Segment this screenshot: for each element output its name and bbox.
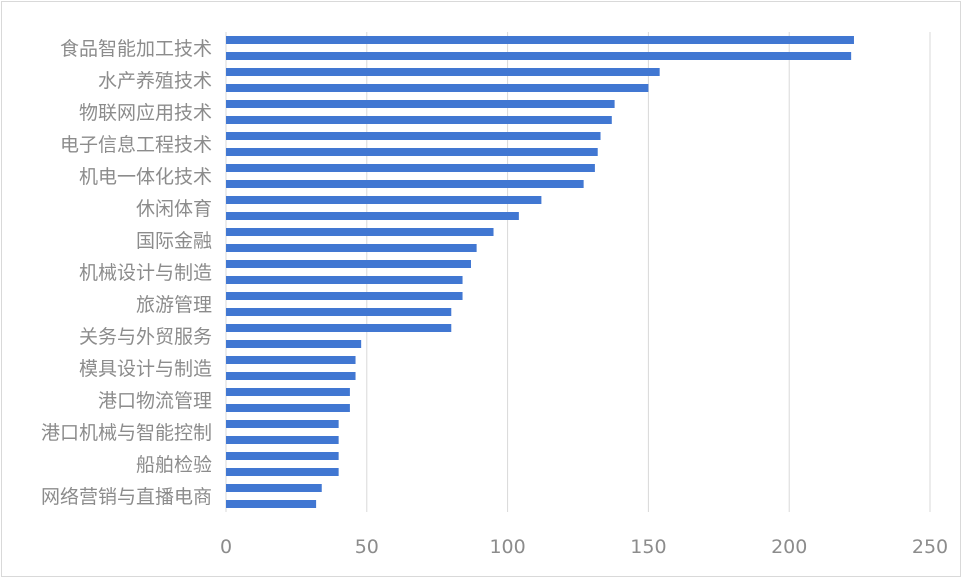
bar <box>226 452 339 460</box>
category-label: 模具设计与制造 <box>79 358 212 380</box>
bar <box>226 196 542 204</box>
bar <box>226 68 660 76</box>
bar <box>226 276 463 284</box>
gridlines <box>225 32 931 512</box>
category-label: 电子信息工程技术 <box>60 134 212 156</box>
bar <box>226 260 471 268</box>
x-tick-label: 200 <box>771 536 807 558</box>
category-label: 港口机械与智能控制 <box>41 422 212 444</box>
bar <box>226 212 519 220</box>
bar <box>226 468 339 476</box>
bar <box>226 292 463 300</box>
bar <box>226 500 317 508</box>
bar <box>226 420 339 428</box>
bar <box>226 228 494 236</box>
category-label: 网络营销与直播电商 <box>41 486 212 508</box>
x-axis-tick-labels: 0 50 100 150 200 250 <box>220 536 948 558</box>
bar <box>226 388 350 396</box>
bar <box>226 148 598 156</box>
category-label: 休闲体育 <box>136 198 212 220</box>
bar <box>226 84 649 92</box>
bar <box>226 116 612 124</box>
y-axis-category-labels: 食品智能加工技术水产养殖技术物联网应用技术电子信息工程技术机电一体化技术休闲体育… <box>41 38 212 508</box>
category-label: 港口物流管理 <box>98 390 212 412</box>
x-tick-label: 50 <box>355 536 379 558</box>
bar <box>226 484 322 492</box>
bar <box>226 100 615 108</box>
category-label: 船舶检验 <box>136 454 212 476</box>
bar <box>226 324 452 332</box>
bar <box>226 180 584 188</box>
category-label: 水产养殖技术 <box>98 70 212 92</box>
bar <box>226 372 356 380</box>
category-label: 旅游管理 <box>136 294 212 316</box>
bar <box>226 404 350 412</box>
category-label: 食品智能加工技术 <box>60 38 212 60</box>
bar <box>226 132 601 140</box>
bar <box>226 164 595 172</box>
category-label: 机械设计与制造 <box>79 262 212 284</box>
bar <box>226 356 356 364</box>
bar <box>226 36 854 44</box>
category-label: 国际金融 <box>136 230 212 252</box>
x-tick-label: 0 <box>220 536 232 558</box>
x-tick-label: 150 <box>630 536 666 558</box>
bar-series <box>226 36 854 508</box>
category-label: 机电一体化技术 <box>79 166 212 188</box>
x-tick-label: 100 <box>489 536 525 558</box>
bar <box>226 308 452 316</box>
category-label: 关务与外贸服务 <box>79 326 212 348</box>
bar <box>226 52 852 60</box>
x-tick-label: 250 <box>912 536 948 558</box>
category-label: 物联网应用技术 <box>79 102 212 124</box>
bar <box>226 340 362 348</box>
bar <box>226 436 339 444</box>
bar <box>226 244 477 252</box>
